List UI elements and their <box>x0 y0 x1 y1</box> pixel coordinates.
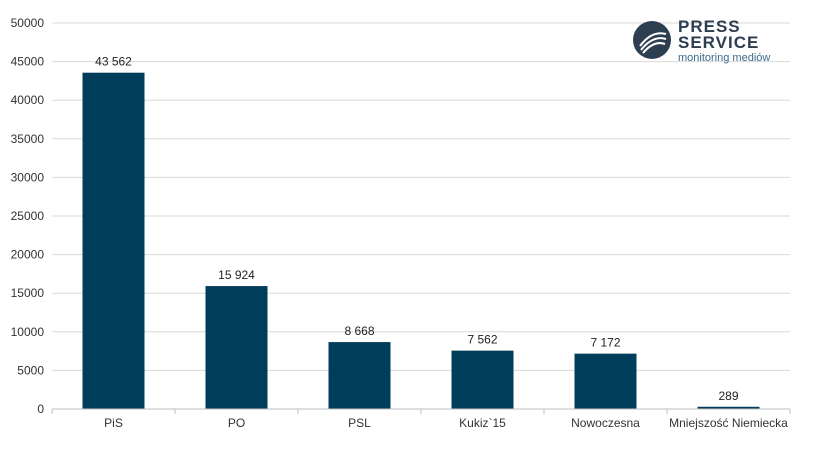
y-tick-label: 15000 <box>11 286 45 300</box>
press-service-logo-icon <box>633 21 671 59</box>
data-label: 8 668 <box>344 324 374 338</box>
bar-2 <box>205 286 268 409</box>
category-label: Mniejszość Niemiecka <box>669 416 788 430</box>
y-tick-label: 50000 <box>11 16 45 30</box>
data-label: 7 562 <box>467 333 497 347</box>
logo-text-line1: PRESS <box>678 17 741 36</box>
category-label: PiS <box>104 416 123 430</box>
y-tick-label: 20000 <box>11 248 45 262</box>
logo-text-line2: SERVICE <box>678 33 760 52</box>
bar-3 <box>328 342 391 409</box>
data-label: 15 924 <box>218 268 255 282</box>
y-tick-label: 0 <box>37 402 44 416</box>
category-label: PSL <box>348 416 371 430</box>
category-label: Nowoczesna <box>571 416 640 430</box>
bar-1 <box>82 72 145 410</box>
bar-6 <box>697 406 760 409</box>
category-label: Kukiz`15 <box>459 416 506 430</box>
gridlines <box>52 22 790 371</box>
bar-5 <box>574 353 637 409</box>
y-axis-tick-labels: 0 5000 10000 15000 20000 25000 30000 35000 40000… <box>11 16 45 416</box>
y-tick-label: 35000 <box>11 132 45 146</box>
y-tick-label: 10000 <box>11 325 45 339</box>
data-label: 7 172 <box>590 336 620 350</box>
data-labels: 43 562 15 924 8 668 7 562 7 172 289 <box>95 55 739 403</box>
y-tick-label: 40000 <box>11 93 45 107</box>
x-axis <box>51 408 791 414</box>
x-axis-category-labels: PiS PO PSL Kukiz`15 Nowoczesna Mniejszość Nie… <box>104 416 788 430</box>
y-tick-label: 45000 <box>11 55 45 69</box>
press-service-logo: PRESS SERVICE monitoring mediów <box>632 18 802 66</box>
bar-4 <box>451 350 514 409</box>
data-label: 43 562 <box>95 55 132 69</box>
logo-tagline: monitoring mediów <box>678 52 771 64</box>
category-label: PO <box>228 416 245 430</box>
y-tick-label: 5000 <box>17 363 44 377</box>
y-tick-label: 25000 <box>11 209 45 223</box>
data-label: 289 <box>718 389 738 403</box>
y-tick-label: 30000 <box>11 170 45 184</box>
bars <box>82 72 760 410</box>
